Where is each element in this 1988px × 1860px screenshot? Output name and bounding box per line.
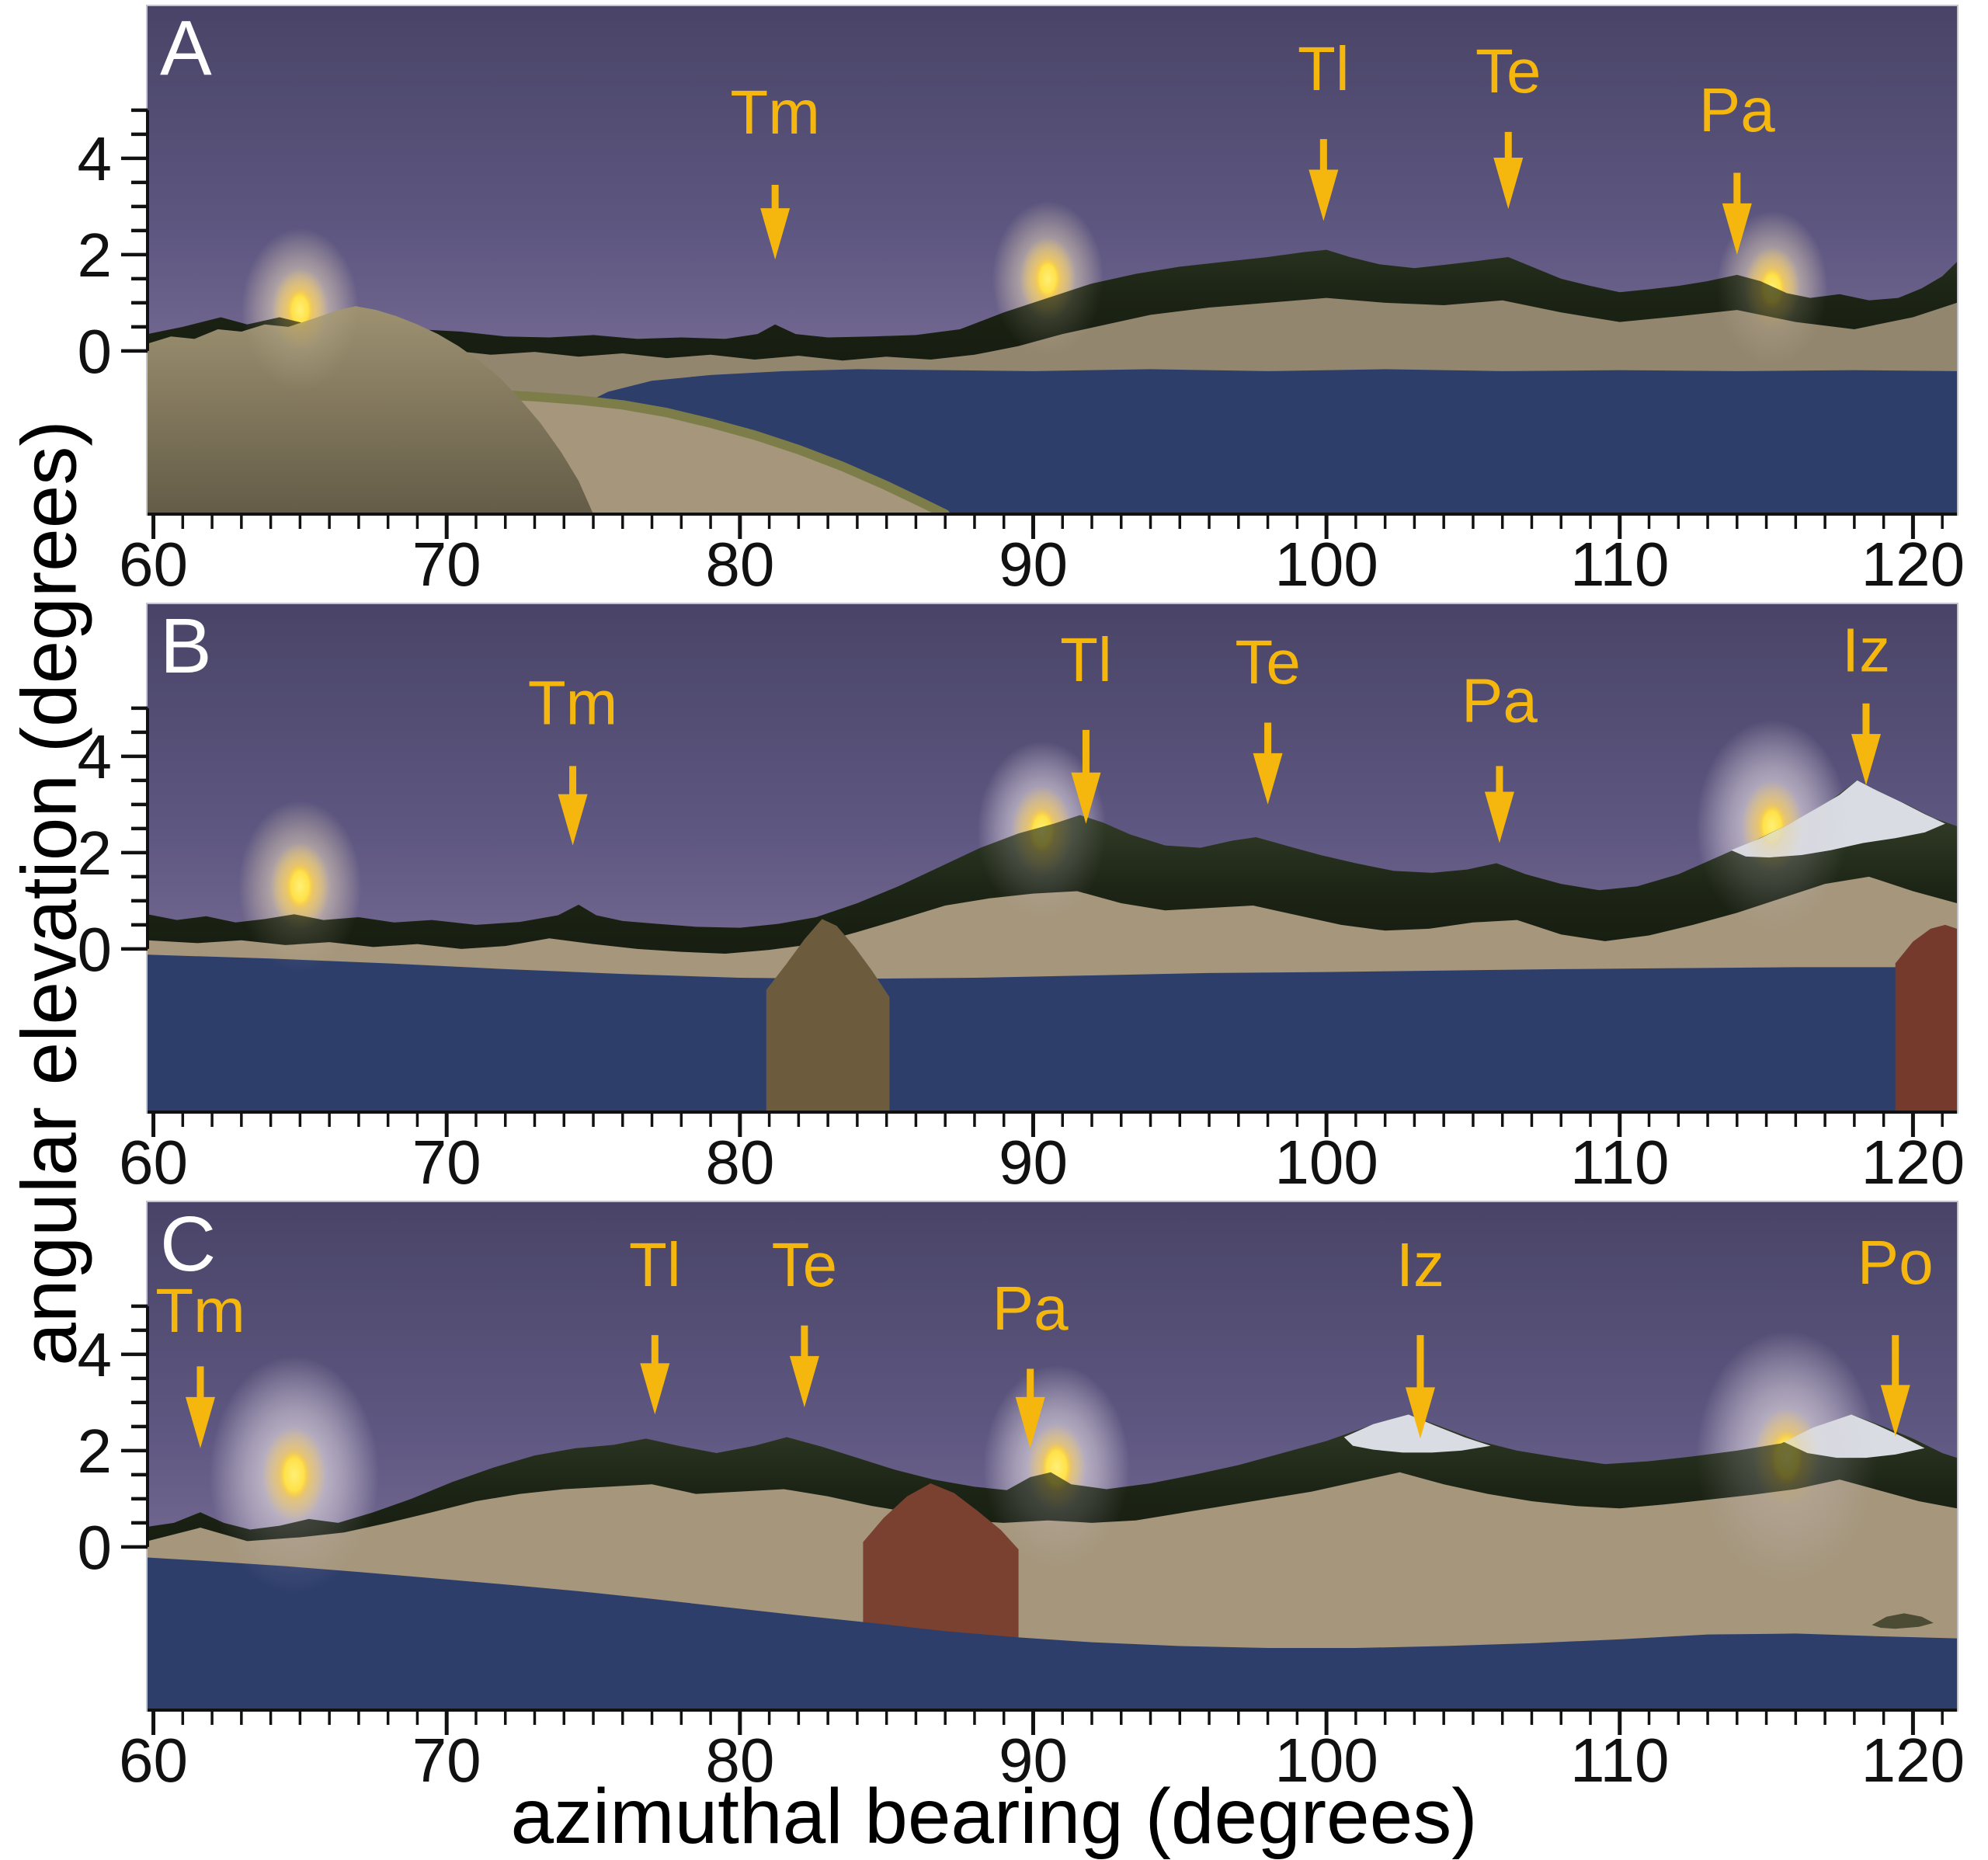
x-tick-label: 120 <box>1861 530 1965 599</box>
sun-core <box>1028 809 1055 853</box>
x-tick-label: 90 <box>999 530 1068 599</box>
terrain-water <box>552 369 1957 514</box>
sun-core <box>1759 804 1786 848</box>
sun-core <box>1760 268 1785 309</box>
terrain-water <box>148 954 1957 1112</box>
panel-letter: C <box>160 1201 217 1288</box>
panel-letter: A <box>160 5 212 92</box>
x-tick-label: 110 <box>1570 530 1670 599</box>
y-tick-label: 0 <box>78 1513 113 1582</box>
terrain-water <box>148 1557 1957 1710</box>
y-tick-label: 2 <box>78 221 113 290</box>
x-tick-label: 100 <box>1274 530 1378 599</box>
y-tick-label: 4 <box>78 124 113 193</box>
sun-core <box>287 864 314 909</box>
x-tick-label: 100 <box>1274 1128 1378 1197</box>
x-tick-label: 60 <box>119 530 188 599</box>
x-tick-label: 90 <box>999 1128 1068 1197</box>
x-tick-label: 110 <box>1570 1128 1670 1197</box>
y-tick-label: 0 <box>78 317 113 386</box>
x-tick-label: 70 <box>412 1128 481 1197</box>
sun-core <box>287 290 313 331</box>
y-axis-title: angular elevation (degrees) <box>5 420 93 1366</box>
sun-bloom-layer <box>209 1330 1879 1594</box>
x-tick-label: 120 <box>1861 1128 1965 1197</box>
terrain-islet <box>1872 1613 1934 1629</box>
panel-a: A <box>146 5 1958 516</box>
terrain-cone-island <box>766 919 890 1112</box>
x-tick-label: 60 <box>119 1128 188 1197</box>
panel-letter: B <box>160 603 212 690</box>
x-axis-title: azimuthal bearing (degrees) <box>510 1773 1478 1860</box>
x-tick-label: 80 <box>705 1128 774 1197</box>
panel-c-terrain-svg <box>148 1202 1957 1710</box>
sun-core <box>1771 1431 1803 1485</box>
sun-core <box>1041 1443 1072 1492</box>
sun-core <box>1035 258 1061 299</box>
sun-core <box>279 1450 309 1499</box>
panel-a-terrain-svg <box>148 6 1957 514</box>
x-tick-label: 80 <box>705 530 774 599</box>
panel-b-terrain-svg <box>148 604 1957 1112</box>
terrain-red-rock <box>1895 924 1957 1112</box>
panel-b: B <box>146 603 1958 1114</box>
x-tick-label: 70 <box>412 530 481 599</box>
y-tick-label: 2 <box>78 1417 113 1486</box>
panel-c: C <box>146 1201 1958 1712</box>
